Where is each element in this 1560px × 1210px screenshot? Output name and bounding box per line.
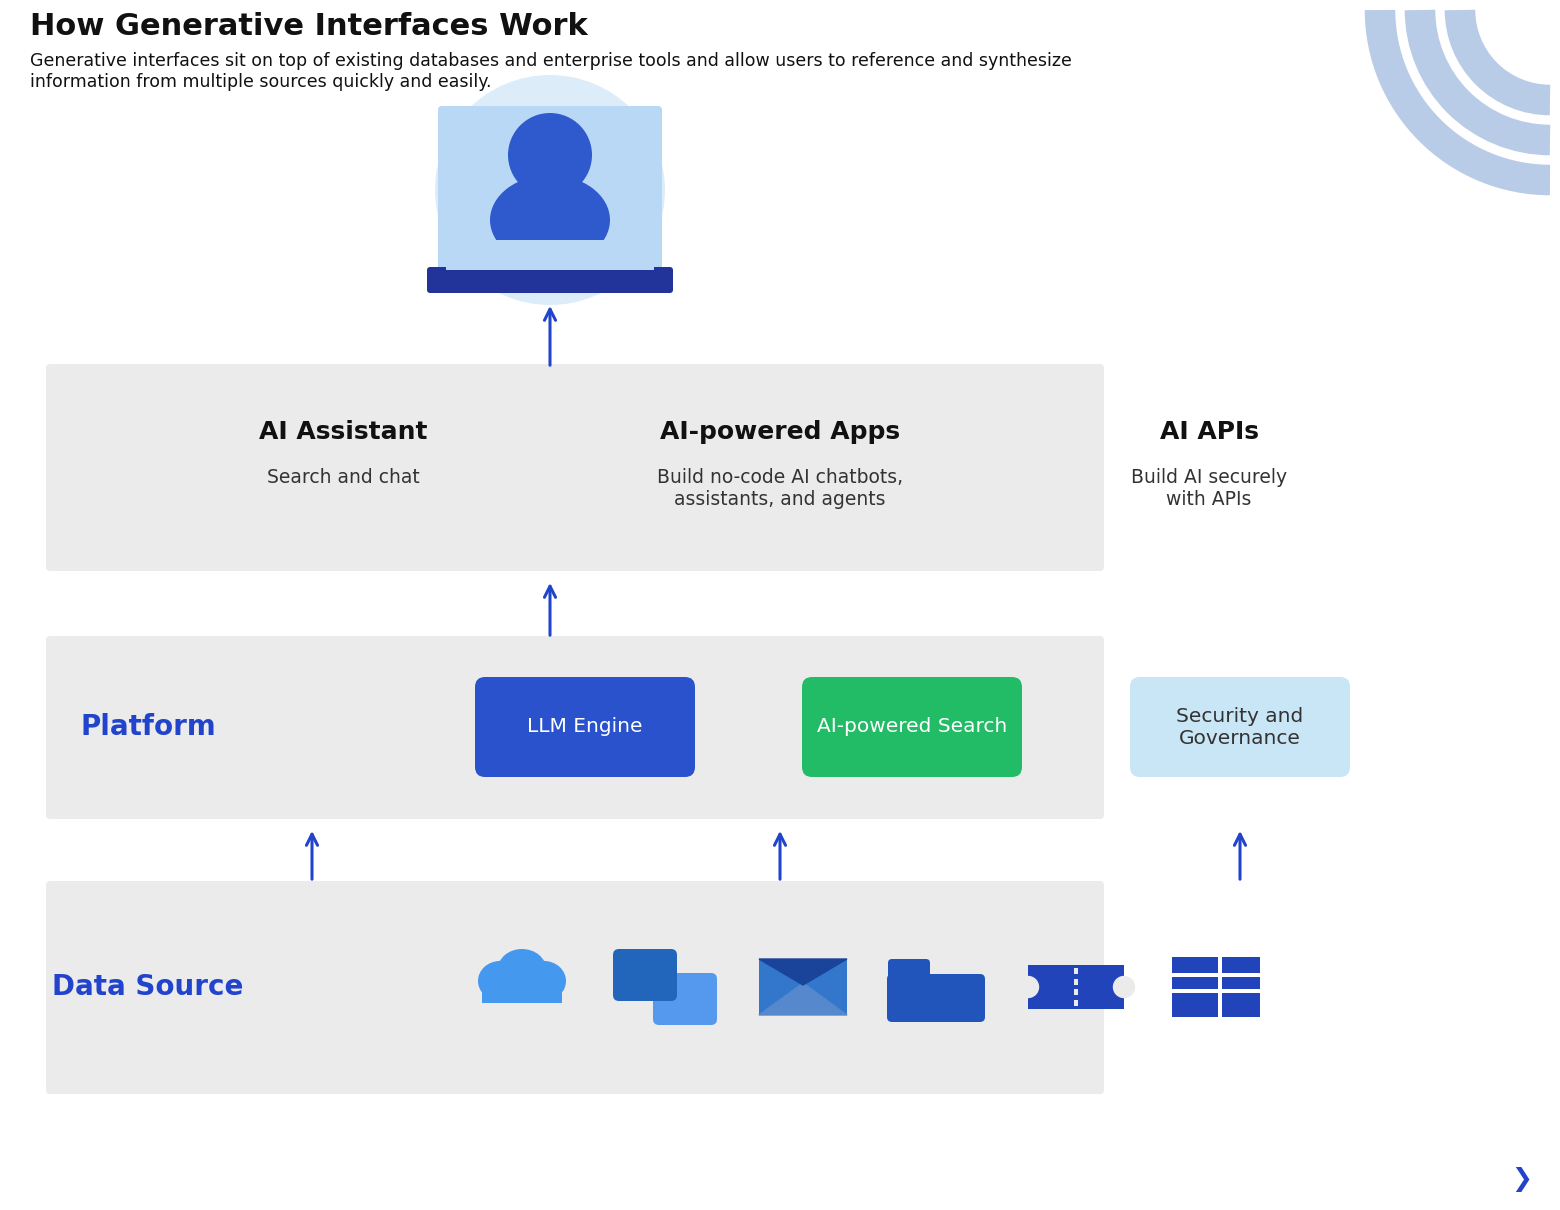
FancyBboxPatch shape <box>1073 968 1078 974</box>
Text: Security and
Governance: Security and Governance <box>1176 707 1304 748</box>
Text: AI Assistant: AI Assistant <box>259 420 427 444</box>
FancyBboxPatch shape <box>802 678 1022 777</box>
Text: How Generative Interfaces Work: How Generative Interfaces Work <box>30 12 588 41</box>
FancyBboxPatch shape <box>45 636 1104 819</box>
Circle shape <box>509 113 591 197</box>
Ellipse shape <box>523 961 566 1001</box>
FancyBboxPatch shape <box>1073 999 1078 1006</box>
FancyBboxPatch shape <box>1172 989 1260 993</box>
FancyBboxPatch shape <box>1172 973 1260 976</box>
Ellipse shape <box>498 949 546 989</box>
Polygon shape <box>760 983 847 1015</box>
Text: AI-powered Search: AI-powered Search <box>817 718 1008 737</box>
Ellipse shape <box>482 957 562 1001</box>
Text: Search and chat: Search and chat <box>267 468 420 486</box>
FancyBboxPatch shape <box>446 240 654 270</box>
Text: Platform: Platform <box>80 713 215 741</box>
FancyBboxPatch shape <box>1073 990 1078 996</box>
Text: Build AI securely
with APIs: Build AI securely with APIs <box>1131 468 1287 509</box>
FancyBboxPatch shape <box>45 364 1104 571</box>
FancyBboxPatch shape <box>613 949 677 1001</box>
Circle shape <box>1017 975 1039 998</box>
Text: Build no-code AI chatbots,
assistants, and agents: Build no-code AI chatbots, assistants, a… <box>657 468 903 509</box>
FancyBboxPatch shape <box>1028 966 1125 1009</box>
Text: AI APIs: AI APIs <box>1159 420 1259 444</box>
FancyBboxPatch shape <box>427 267 672 293</box>
FancyBboxPatch shape <box>654 973 718 1025</box>
FancyBboxPatch shape <box>888 960 930 985</box>
FancyBboxPatch shape <box>1172 957 1260 1016</box>
Circle shape <box>1112 975 1136 998</box>
FancyBboxPatch shape <box>1218 957 1221 1016</box>
Circle shape <box>435 75 665 305</box>
FancyBboxPatch shape <box>482 983 562 1003</box>
FancyBboxPatch shape <box>474 678 696 777</box>
Text: Generative interfaces sit on top of existing databases and enterprise tools and : Generative interfaces sit on top of exis… <box>30 52 1072 91</box>
FancyBboxPatch shape <box>760 960 847 1015</box>
Ellipse shape <box>490 175 610 265</box>
FancyBboxPatch shape <box>438 106 661 273</box>
FancyBboxPatch shape <box>1073 979 1078 985</box>
Text: Data Source: Data Source <box>53 973 243 1001</box>
Text: LLM Engine: LLM Engine <box>527 718 643 737</box>
FancyBboxPatch shape <box>1129 678 1349 777</box>
FancyBboxPatch shape <box>45 881 1104 1094</box>
Ellipse shape <box>477 961 523 1001</box>
Text: AI-powered Apps: AI-powered Apps <box>660 420 900 444</box>
FancyBboxPatch shape <box>888 974 984 1022</box>
Polygon shape <box>760 960 847 985</box>
Text: ❯: ❯ <box>1512 1166 1532 1192</box>
